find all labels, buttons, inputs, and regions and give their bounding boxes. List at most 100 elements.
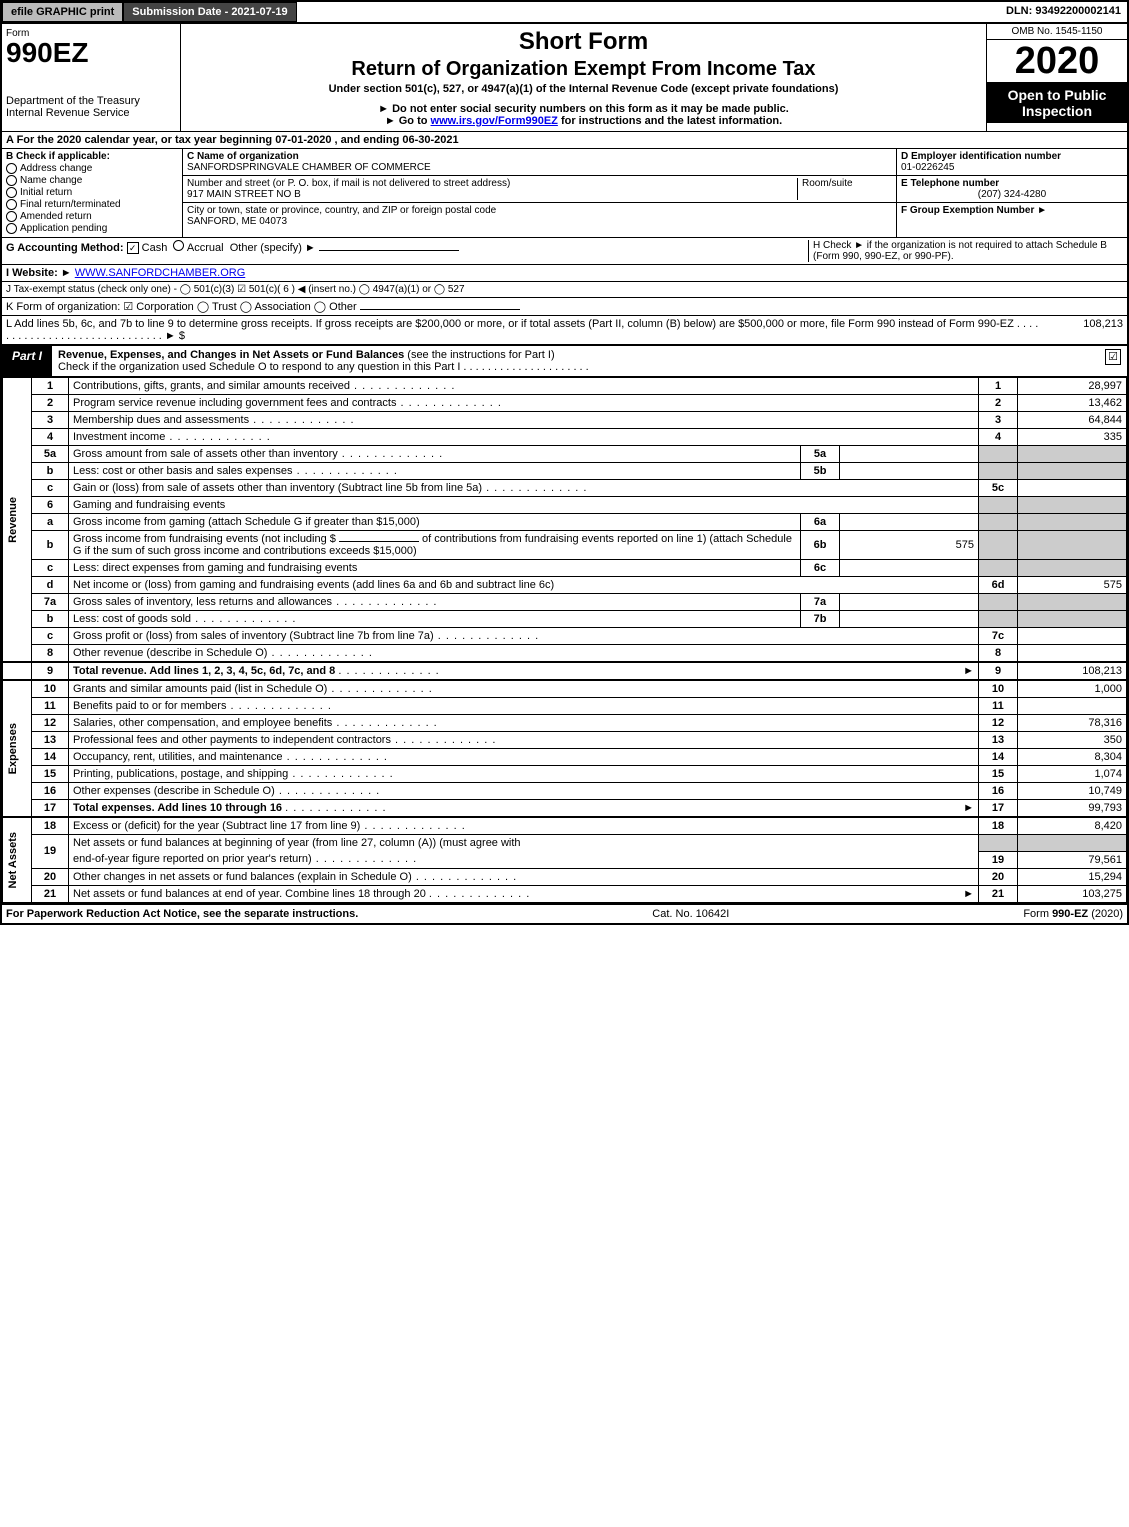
table-row: 3 Membership dues and assessments 3 64,8…: [3, 412, 1127, 429]
line-desc: Gross income from gaming (attach Schedul…: [73, 516, 420, 528]
line-desc: Less: direct expenses from gaming and fu…: [73, 562, 357, 574]
sub-val: [840, 514, 979, 531]
sub-val: 575: [840, 531, 979, 560]
table-row: 19 Net assets or fund balances at beginn…: [3, 835, 1127, 852]
result-num: 4: [979, 429, 1018, 446]
other-specify-input[interactable]: [319, 250, 459, 251]
line-desc: Other revenue (describe in Schedule O): [73, 647, 373, 659]
footer-right-form: 990-EZ: [1052, 908, 1088, 920]
line-desc: Program service revenue including govern…: [73, 397, 502, 409]
line-num: 6: [32, 497, 69, 514]
result-val: 335: [1018, 429, 1127, 446]
table-row: 16 Other expenses (describe in Schedule …: [3, 783, 1127, 800]
part1-label: Part I: [2, 346, 52, 376]
accrual-label: Accrual: [187, 242, 224, 254]
website-link[interactable]: WWW.SANFORDCHAMBER.ORG: [75, 267, 246, 279]
line-num: c: [32, 560, 69, 577]
radio-accrual-icon[interactable]: [173, 240, 184, 251]
result-num: 5c: [979, 480, 1018, 497]
result-num: 2: [979, 395, 1018, 412]
result-num: [979, 835, 1018, 852]
part1-subtitle: Check if the organization used Schedule …: [58, 361, 589, 373]
table-row: 7a Gross sales of inventory, less return…: [3, 594, 1127, 611]
part1-schedule-o-checkbox[interactable]: ☑: [1105, 349, 1121, 365]
section-b: B Check if applicable: Address change Na…: [2, 149, 183, 237]
line-desc: Net assets or fund balances at end of ye…: [73, 888, 426, 900]
line-num: 17: [32, 800, 69, 818]
form-number: 990EZ: [6, 39, 176, 67]
result-val: [1018, 835, 1127, 852]
table-row: 20 Other changes in net assets or fund b…: [3, 868, 1127, 885]
line-num: 16: [32, 783, 69, 800]
footer-center: Cat. No. 10642I: [652, 908, 729, 920]
line-desc: Benefits paid to or for members: [73, 700, 332, 712]
other-org-input[interactable]: [360, 309, 520, 310]
line-desc: Less: cost or other basis and sales expe…: [73, 465, 398, 477]
row-i: I Website: ► WWW.SANFORDCHAMBER.ORG: [2, 264, 1127, 281]
radio-icon[interactable]: [6, 211, 17, 222]
line-num: 1: [32, 378, 69, 395]
radio-icon[interactable]: [6, 187, 17, 198]
top-toolbar: efile GRAPHIC print Submission Date - 20…: [2, 2, 1127, 22]
result-num: 19: [979, 851, 1018, 868]
radio-icon[interactable]: [6, 223, 17, 234]
result-val: [1018, 497, 1127, 514]
line-desc: Gross profit or (loss) from sales of inv…: [73, 630, 539, 642]
radio-icon[interactable]: [6, 199, 17, 210]
line-num: 2: [32, 395, 69, 412]
form-title-1: Short Form: [187, 28, 980, 56]
sub-label: 5b: [801, 463, 840, 480]
table-row: 8 Other revenue (describe in Schedule O)…: [3, 645, 1127, 663]
street-box: Number and street (or P. O. box, if mail…: [183, 176, 896, 203]
result-val: [1018, 611, 1127, 628]
row-g: G Accounting Method: ✓ Cash Accrual Othe…: [2, 237, 1127, 264]
footer-right-prefix: Form: [1023, 908, 1052, 920]
checkbox-cash-icon[interactable]: ✓: [127, 242, 139, 254]
result-num: [979, 497, 1018, 514]
result-num: [979, 611, 1018, 628]
line-num: b: [32, 463, 69, 480]
sub-label: 6c: [801, 560, 840, 577]
line-l-text: L Add lines 5b, 6c, and 7b to line 9 to …: [6, 318, 1043, 342]
line-desc: Gross amount from sale of assets other t…: [73, 448, 443, 460]
table-row: 2 Program service revenue including gove…: [3, 395, 1127, 412]
irs-link[interactable]: www.irs.gov/Form990EZ: [431, 115, 558, 127]
result-val: [1018, 560, 1127, 577]
result-num: 13: [979, 732, 1018, 749]
result-num: 12: [979, 715, 1018, 732]
table-row: 5a Gross amount from sale of assets othe…: [3, 446, 1127, 463]
dept-treasury-line2: Internal Revenue Service: [6, 107, 176, 119]
result-val: 28,997: [1018, 378, 1127, 395]
org-name-box: C Name of organization SANFORDSPRINGVALE…: [183, 149, 896, 176]
part1-title: Revenue, Expenses, and Changes in Net As…: [58, 349, 404, 361]
table-row: Net Assets 18 Excess or (deficit) for th…: [3, 817, 1127, 835]
fundraising-amount-input[interactable]: [339, 541, 419, 542]
result-num: 3: [979, 412, 1018, 429]
efile-print-button[interactable]: efile GRAPHIC print: [2, 2, 123, 22]
line-desc: Professional fees and other payments to …: [73, 734, 496, 746]
result-num: 17: [979, 800, 1018, 818]
line-desc: Investment income: [73, 431, 271, 443]
row-l: L Add lines 5b, 6c, and 7b to line 9 to …: [2, 315, 1127, 344]
line-num: b: [32, 611, 69, 628]
line-num: 15: [32, 766, 69, 783]
radio-icon[interactable]: [6, 175, 17, 186]
line-desc: Excess or (deficit) for the year (Subtra…: [73, 820, 466, 832]
result-val: [1018, 531, 1127, 560]
result-num: 16: [979, 783, 1018, 800]
line-desc-part1: Gross income from fundraising events (no…: [73, 533, 339, 545]
opt-initial-return: Initial return: [20, 187, 72, 198]
radio-icon[interactable]: [6, 163, 17, 174]
line-desc: Printing, publications, postage, and shi…: [73, 768, 394, 780]
line-num: 7a: [32, 594, 69, 611]
table-row: b Less: cost or other basis and sales ex…: [3, 463, 1127, 480]
result-val: 10,749: [1018, 783, 1127, 800]
dept-treasury-line1: Department of the Treasury: [6, 95, 176, 107]
line-num: 5a: [32, 446, 69, 463]
line-desc: Gaming and fundraising events: [73, 499, 225, 511]
section-h-line1: H Check ► if the organization is not req…: [813, 240, 1123, 251]
table-row: c Less: direct expenses from gaming and …: [3, 560, 1127, 577]
table-row: 13 Professional fees and other payments …: [3, 732, 1127, 749]
line-num: b: [32, 531, 69, 560]
omb-number: OMB No. 1545-1150: [987, 24, 1127, 40]
